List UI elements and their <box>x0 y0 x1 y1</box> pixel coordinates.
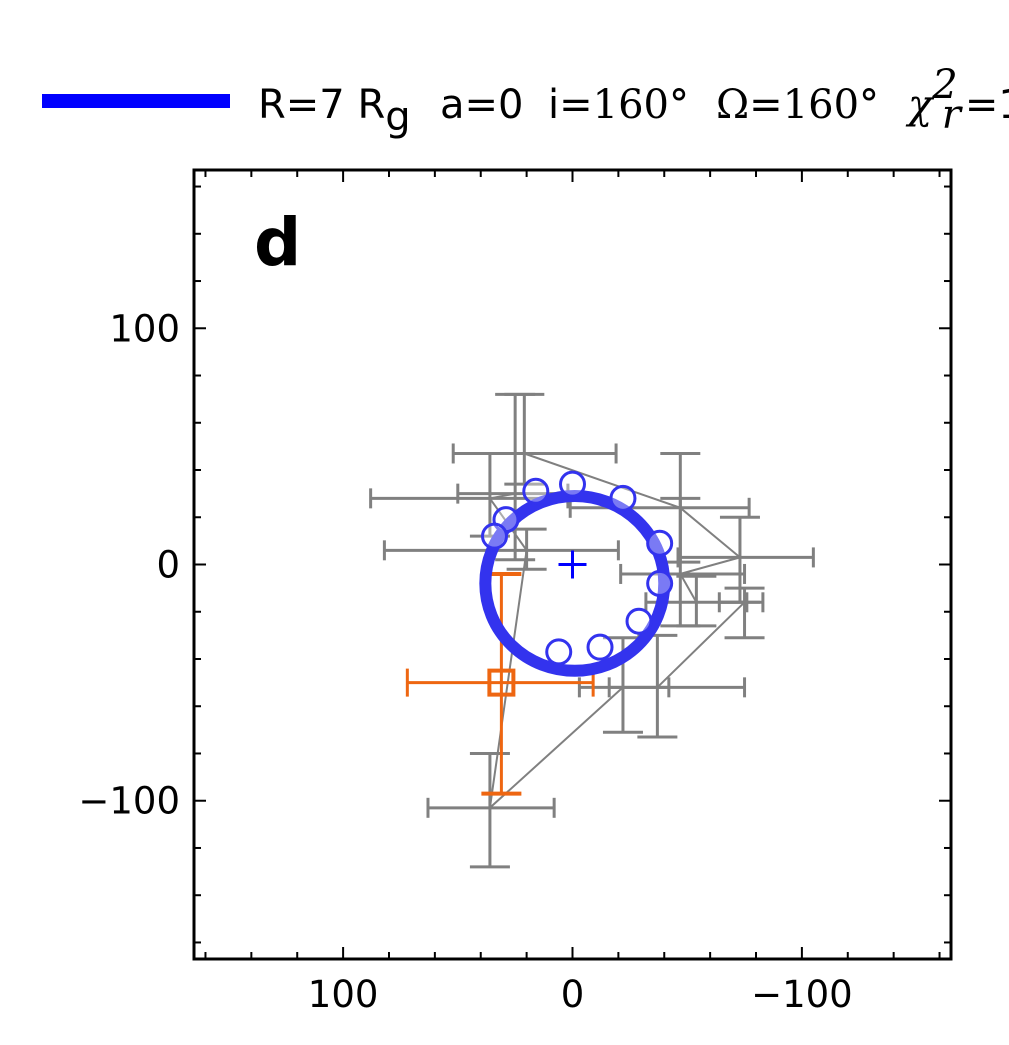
axis-ticks <box>194 170 951 959</box>
axis-tick-labels: 100 0 −100 100 0 −100 <box>78 307 852 1016</box>
reference-point <box>405 571 595 796</box>
y-tick-label: −100 <box>78 780 180 823</box>
legend-omega-value: 160° <box>783 82 879 128</box>
x-tick-label: 0 <box>561 973 585 1016</box>
legend-inclination-value: 160° <box>593 82 689 128</box>
reference-square-marker <box>487 668 516 697</box>
panel-label: d <box>254 204 301 281</box>
legend-chi-value: =1 <box>965 82 1009 128</box>
y-tick-label: 0 <box>156 544 180 587</box>
orbit-marker <box>586 633 614 661</box>
legend-chi-subscript: r <box>942 92 964 138</box>
observed-point <box>426 751 556 869</box>
legend-spin: a=0 <box>440 82 523 128</box>
observed-track <box>369 392 815 869</box>
legend-radius: R=7 R <box>258 82 385 128</box>
legend-chi-symbol: χ <box>905 82 935 128</box>
observed-track-line <box>488 452 747 811</box>
legend-inclination-prefix: i= <box>548 82 593 128</box>
orbit-marker <box>609 484 637 512</box>
legend-chi-superscript: 2 <box>931 62 957 108</box>
svg-text:R=7 Rg a=0 i=160°: R=7 Rg a=0 i=160° Ω=160° χ2r=1 <box>258 62 1009 140</box>
legend: R=7 Rg a=0 i=160° Ω=160° χ2r=1 <box>42 62 1009 140</box>
y-tick-label: 100 <box>109 307 180 350</box>
legend-omega-symbol: Ω <box>716 82 749 128</box>
orbit-marker <box>559 470 586 498</box>
orbit-marker <box>646 529 674 557</box>
orbit-marker <box>625 607 653 635</box>
orbit-marker <box>481 522 509 550</box>
orbit-marker <box>522 477 550 505</box>
orbit-marker <box>545 638 573 666</box>
observed-point <box>451 392 618 486</box>
orbit-marker <box>646 569 674 597</box>
model-orbit <box>479 470 674 677</box>
x-tick-label: 100 <box>308 973 379 1016</box>
legend-radius-subscript: g <box>385 94 410 140</box>
x-tick-label: −100 <box>751 973 853 1016</box>
legend-omega-equals: = <box>749 82 783 128</box>
observed-point <box>717 586 765 640</box>
